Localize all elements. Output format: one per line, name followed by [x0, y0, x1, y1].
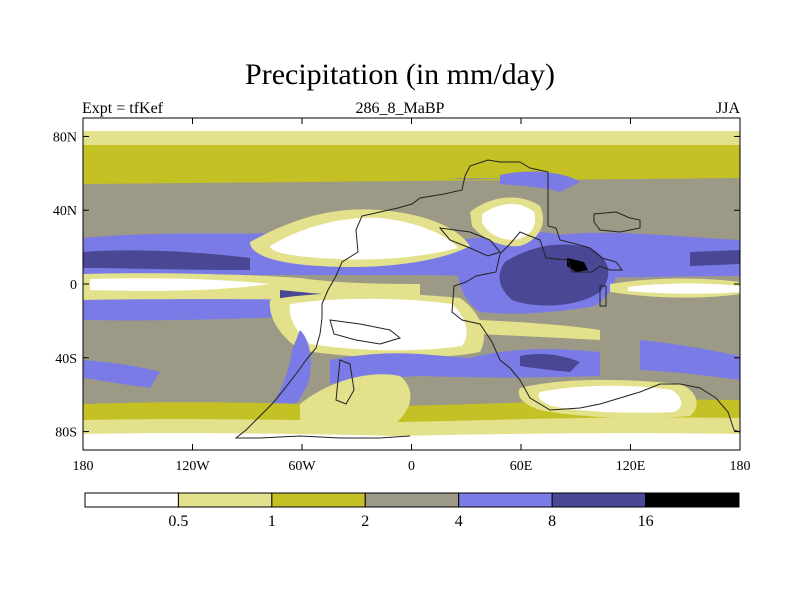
continent-outlines: [234, 159, 740, 439]
southern-lake-outline: [335, 359, 355, 405]
y-tick-label: 40N: [53, 204, 77, 219]
southwest-wet-strip: [270, 330, 311, 420]
north-subtropic-dry: [270, 217, 458, 260]
y-tick-label: 0: [70, 278, 77, 293]
north-pacific-wet-core: [83, 250, 250, 270]
colorbar-label: 16: [638, 513, 654, 530]
colorbar-label: 1: [268, 513, 276, 530]
equatorial-dry-strip-west: [90, 278, 270, 291]
colorbar-swatch: [84, 492, 179, 508]
small-island-outline: [599, 285, 607, 307]
x-axis: 180 120W 60W 0 60E 120E 180: [73, 118, 751, 474]
monsoon-wet-core: [499, 244, 609, 306]
south-midlatitude-wet-core: [520, 354, 580, 372]
y-tick-label: 40S: [55, 352, 77, 367]
period-label: 286_8_MaBP: [355, 100, 445, 117]
season-label: JJA: [715, 100, 740, 117]
southeast-dry-region: [538, 385, 682, 413]
west-pacific-wet-core: [690, 250, 740, 266]
y-tick-label: 80S: [55, 426, 77, 441]
arctic-dry-band: [83, 118, 740, 131]
colorbar-label: 4: [455, 513, 463, 530]
monsoon-extreme-core: [567, 258, 588, 272]
inland-basin-outline: [329, 319, 402, 345]
colorbar-swatch: [458, 492, 553, 508]
northeast-dry-region: [482, 203, 536, 240]
colorbar: 0.5 1 2 4 8 16: [84, 492, 740, 530]
equatorial-dry-strip-east: [628, 283, 740, 294]
southwest-light-region: [300, 374, 411, 434]
pangea-coastline-west: [234, 175, 466, 439]
colorbar-label: 8: [548, 513, 556, 530]
y-axis: 80N 40N 0 40S 80S: [53, 130, 740, 441]
south-polar-dry-band: [83, 433, 740, 450]
arctic-light-band: [83, 131, 740, 145]
north-wet-patch: [500, 171, 580, 192]
y-tick-label: 80N: [53, 130, 77, 145]
x-tick-label: 120W: [175, 459, 210, 474]
southeast-wet-patch: [640, 340, 740, 380]
x-tick-label: 0: [408, 459, 415, 474]
colorbar-swatch: [551, 492, 647, 508]
colorbar-swatch: [177, 492, 273, 508]
x-tick-label: 180: [73, 459, 94, 474]
east-island-outline: [593, 211, 641, 233]
experiment-label: Expt = tfKef: [82, 100, 163, 117]
x-tick-label: 60W: [288, 459, 316, 474]
colorbar-swatch: [645, 492, 740, 508]
south-indian-light-strip: [480, 320, 600, 340]
chart-title: Precipitation (in mm/day): [245, 58, 555, 91]
colorbar-label: 2: [361, 513, 369, 530]
boreal-band: [83, 145, 740, 178]
precipitation-field: [83, 118, 740, 450]
colorbar-swatch: [271, 492, 366, 508]
gondwana-dry-region: [289, 298, 467, 351]
x-tick-label: 180: [730, 459, 751, 474]
south-pacific-wet-patch: [83, 360, 160, 388]
x-tick-label: 120E: [616, 459, 646, 474]
colorbar-swatch: [364, 492, 460, 508]
pangea-coastline-east: [451, 159, 740, 433]
colorbar-label: 0.5: [168, 513, 188, 530]
north-basin-outline: [438, 227, 501, 257]
boreal-band-edge: [83, 172, 740, 184]
x-tick-label: 60E: [510, 459, 533, 474]
